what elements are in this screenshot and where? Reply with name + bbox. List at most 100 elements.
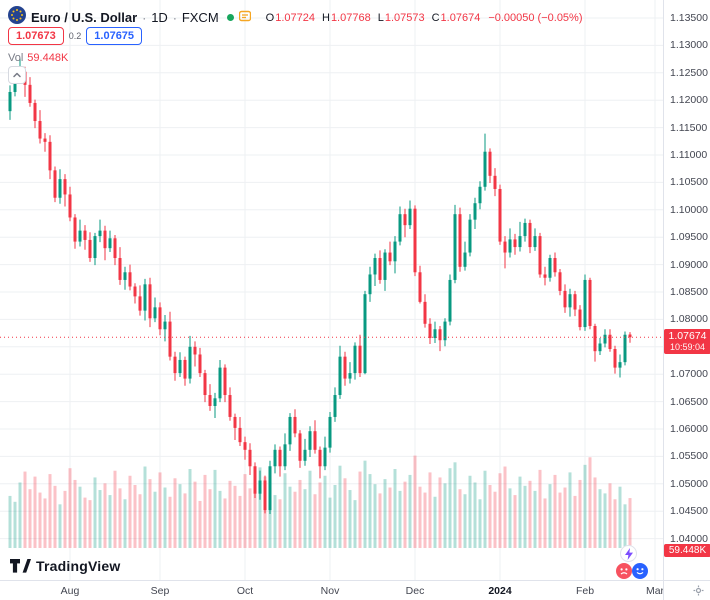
volume-bar: [588, 457, 592, 548]
volume-bar: [303, 489, 307, 548]
volume-bar: [283, 473, 287, 548]
candle: [203, 369, 207, 403]
candle: [578, 305, 582, 331]
volume-bar: [468, 475, 472, 548]
volume-bar: [253, 492, 257, 548]
volume-bar: [93, 477, 97, 548]
candle: [113, 235, 117, 266]
volume-bar: [598, 489, 602, 548]
price-axis-label: 1.10000: [670, 203, 708, 216]
volume-bar: [353, 500, 357, 548]
candle: [343, 351, 347, 386]
volume-bar: [318, 482, 322, 548]
candle: [138, 285, 142, 316]
candle: [533, 228, 537, 251]
volume-bar: [493, 491, 497, 548]
candle: [563, 284, 567, 313]
candle: [238, 416, 242, 446]
volume-bar: [118, 488, 122, 548]
price-axis-label: 1.11000: [670, 149, 708, 161]
candle: [413, 205, 417, 277]
spread-value: 0.2: [68, 31, 82, 41]
symbol-title[interactable]: Euro / U.S. Dollar: [31, 10, 138, 25]
grid-layer: [0, 0, 663, 580]
volume-bar: [403, 481, 407, 548]
volume-bar: [8, 495, 12, 548]
bull-sentiment-button[interactable]: [632, 563, 648, 579]
volume-bar: [463, 494, 467, 548]
volume-bar: [608, 483, 612, 548]
candle: [428, 318, 432, 345]
pane-collapse-button[interactable]: [8, 66, 26, 84]
volume-bar: [258, 467, 262, 548]
market-status-icon[interactable]: [226, 14, 234, 21]
volume-bar: [343, 478, 347, 548]
candle: [38, 110, 42, 144]
volume-bar: [293, 491, 297, 548]
candle: [558, 268, 562, 296]
volume-bar: [298, 479, 302, 548]
time-axis-label: Feb: [575, 585, 595, 597]
volume-bar: [473, 482, 477, 548]
candle: [378, 250, 382, 284]
volume-value: 59.448K: [27, 52, 69, 64]
candlestick-chart[interactable]: [0, 0, 663, 580]
volume-bar: [448, 468, 452, 548]
low-value: 1.07573: [384, 11, 425, 24]
volume-bar: [183, 493, 187, 548]
candle: [448, 274, 452, 326]
volume-bar: [583, 464, 587, 548]
candle: [398, 206, 402, 246]
candle: [178, 352, 182, 377]
volume-bar: [33, 476, 37, 548]
axis-settings-gear-icon[interactable]: [693, 585, 704, 596]
candle: [338, 345, 342, 399]
volume-bar: [498, 473, 502, 548]
candle: [308, 426, 312, 457]
volume-bar: [218, 490, 222, 548]
candle: [598, 338, 602, 356]
last-price-value: 1.07674: [668, 330, 707, 343]
volume-bar: [243, 474, 247, 548]
volume-bar: [328, 497, 332, 548]
volume-bar: [438, 477, 442, 548]
sell-button[interactable]: 1.07673: [8, 27, 64, 45]
tradingview-logo-icon: [10, 559, 31, 573]
volume-bar: [548, 484, 552, 548]
candle: [278, 446, 282, 477]
quick-trade-button[interactable]: [620, 545, 637, 562]
candle: [93, 232, 97, 266]
candle: [573, 290, 577, 317]
volume-bar: [48, 474, 52, 548]
bear-face-icon: [620, 568, 628, 575]
volume-bar: [393, 469, 397, 548]
candle: [453, 204, 457, 284]
volume-bar: [568, 472, 572, 548]
volume-bar: [563, 487, 567, 548]
volume-bar: [613, 499, 617, 548]
price-axis[interactable]: 1.07674 10:59:04 59.448K 1.13500 1.13000 1…: [663, 0, 710, 580]
tradingview-logo[interactable]: TradingView: [10, 558, 120, 574]
time-axis[interactable]: Aug Sep Oct Nov Dec 2024 Feb Mar: [0, 580, 663, 600]
price-axis-label: 1.10500: [670, 176, 708, 189]
candle: [348, 362, 352, 384]
candle: [508, 228, 512, 258]
candle: [158, 302, 162, 336]
candle: [168, 311, 172, 361]
candle: [198, 347, 202, 377]
volume-bar: [153, 491, 157, 548]
candle: [548, 254, 552, 282]
interval-label[interactable]: 1D: [151, 10, 168, 25]
exchange-label[interactable]: FXCM: [181, 10, 219, 25]
axis-corner[interactable]: [663, 580, 710, 600]
price-axis-label: 1.08000: [670, 313, 708, 326]
quote-details-icon[interactable]: [238, 9, 251, 27]
buy-button[interactable]: 1.07675: [86, 27, 143, 45]
chart-pane[interactable]: Euro / U.S. Dollar · 1D · FXCM O 1.07724 …: [0, 0, 663, 580]
candle: [8, 85, 12, 120]
volume-label: Vol: [8, 52, 24, 64]
bear-sentiment-button[interactable]: [616, 563, 632, 579]
volume-bar: [538, 469, 542, 548]
candle: [228, 387, 232, 421]
